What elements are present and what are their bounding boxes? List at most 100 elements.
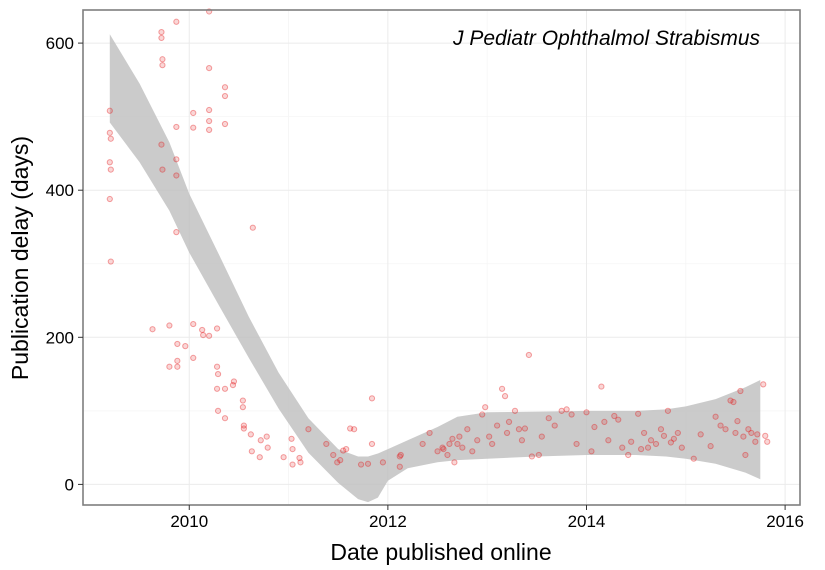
data-point [479,411,486,418]
data-point [221,92,229,100]
data-point [426,429,433,437]
data-point [173,156,180,163]
data-point [501,393,509,400]
data-point [239,397,246,404]
data-point [545,415,552,422]
data-point [745,426,752,433]
x-tick-label: 2016 [766,512,804,531]
data-point [106,107,113,114]
data-point [611,412,618,420]
data-point [486,433,493,440]
data-point [446,440,453,448]
data-point [764,438,771,445]
data-point [647,437,655,444]
data-point [760,381,767,388]
data-point [106,195,113,203]
data-point [213,363,221,370]
data-point [256,454,263,461]
data-point [535,451,542,459]
data-point [174,357,181,364]
data-point [558,407,565,414]
data-point [652,440,660,448]
data-point [518,437,526,444]
data-point [221,385,229,392]
data-point [206,106,213,114]
data-point [288,435,295,442]
data-point [752,438,759,445]
data-point [456,433,463,440]
data-point [628,438,635,445]
confidence-band-layer [109,34,761,503]
data-point [337,457,344,464]
data-point [469,448,476,455]
data-point [591,423,598,431]
y-tick-label: 200 [46,328,74,347]
data-point [158,28,165,36]
y-tick-label: 600 [46,34,74,53]
data-point [619,444,626,451]
data-point [206,117,213,125]
data-point [583,409,590,416]
data-point [440,446,447,453]
data-point [670,435,677,442]
data-point [289,461,296,468]
data-point [732,429,739,437]
data-point [451,459,458,466]
data-point [563,406,570,413]
data-point [396,453,403,460]
confidence-band [109,34,761,503]
data-point [657,426,665,433]
data-point [730,398,737,406]
data-point [221,415,229,422]
data-point [173,172,180,179]
data-point [190,124,197,131]
data-point [717,422,724,429]
x-tick-label: 2010 [170,512,208,531]
data-point [158,34,165,42]
data-point [357,461,365,468]
data-point [280,454,287,461]
data-point [482,404,489,411]
data-point [106,159,113,166]
data-point [678,444,685,451]
data-point [199,326,206,334]
data-point [598,383,605,390]
data-point [166,363,173,370]
y-axis-title: Publication delay (days) [7,136,33,380]
data-point [439,444,446,451]
data-point [240,425,247,432]
data-point [727,397,734,404]
data-point [459,444,466,451]
y-tick-label: 0 [65,475,74,494]
data-point [214,370,222,378]
data-point [707,443,714,450]
data-point [190,354,197,361]
data-point [343,446,350,453]
x-tick-label: 2014 [568,512,606,531]
data-point [159,56,166,63]
data-point [498,385,506,392]
data-point [351,426,358,433]
data-point [664,407,672,414]
data-point [511,407,519,414]
data-point [464,426,471,433]
data-point [229,382,237,389]
data-point [213,385,221,392]
data-point [330,451,337,459]
data-point [489,440,496,448]
data-point [158,141,165,148]
data-point [263,433,270,440]
data-points-layer [106,8,771,470]
journal-annotation: J Pediatr Ophthalmol Strabismus [452,27,760,50]
data-point [734,418,741,425]
data-point [454,440,461,448]
data-point [340,447,347,454]
data-point [644,444,652,451]
major-grid [83,10,800,505]
data-point [525,351,532,359]
data-point [190,109,197,117]
x-tick-label: 2012 [369,512,407,531]
data-point [528,453,535,460]
data-point [762,432,769,439]
data-point [397,451,404,459]
